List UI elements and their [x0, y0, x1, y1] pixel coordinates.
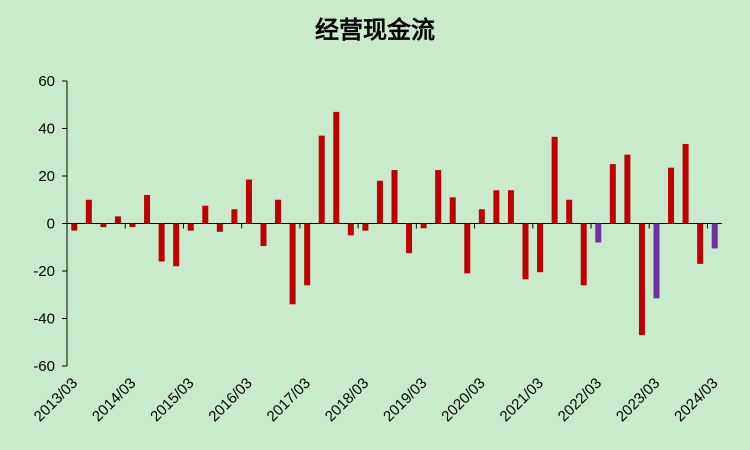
bar [580, 223, 587, 286]
y-tick-label: 40 [38, 121, 55, 138]
x-tick-label: 2014/03 [89, 375, 139, 425]
bar [275, 199, 282, 224]
x-tick-label: 2022/03 [555, 375, 605, 425]
bar [231, 209, 238, 224]
bar [435, 170, 442, 224]
bar [100, 223, 107, 228]
x-tick-label: 2024/03 [671, 375, 721, 425]
bar [624, 154, 631, 224]
bar [173, 223, 180, 267]
bar [85, 199, 92, 224]
y-tick-label: -40 [33, 311, 55, 328]
bar [333, 111, 340, 224]
bar [638, 223, 645, 336]
bar [202, 205, 209, 224]
x-tick-label: 2023/03 [613, 375, 663, 425]
x-tick-label: 2016/03 [205, 375, 255, 425]
bar [318, 135, 325, 224]
bar [682, 143, 689, 224]
bar [668, 167, 675, 224]
bar [507, 190, 514, 224]
bar [537, 223, 544, 273]
x-tick-label: 2020/03 [438, 375, 488, 425]
bar [464, 223, 471, 274]
bar [420, 223, 427, 229]
bar [566, 199, 573, 224]
y-tick-label: 60 [38, 73, 55, 90]
bar [187, 223, 194, 231]
x-tick-label: 2018/03 [322, 375, 372, 425]
bar [391, 170, 398, 224]
bar [406, 223, 413, 254]
bar [595, 223, 602, 243]
bar [260, 223, 267, 247]
bar [144, 195, 151, 224]
x-tick-label: 2019/03 [380, 375, 430, 425]
bar [129, 223, 136, 228]
bar [347, 223, 354, 236]
x-tick-label: 2021/03 [497, 375, 547, 425]
x-tick-label: 2013/03 [31, 375, 81, 425]
bar [522, 223, 529, 280]
bar [376, 180, 383, 224]
bar [711, 223, 718, 249]
bar [653, 223, 660, 299]
bar [245, 179, 252, 224]
bar [158, 223, 165, 262]
bar [609, 164, 616, 224]
y-tick-label: -60 [33, 358, 55, 375]
bar [697, 223, 704, 264]
x-tick-label: 2017/03 [264, 375, 314, 425]
bar [478, 209, 485, 224]
bar [216, 223, 223, 232]
y-tick-label: -20 [33, 263, 55, 280]
bar [71, 223, 78, 231]
y-tick-label: 0 [47, 216, 55, 233]
bar [493, 190, 500, 224]
bar [289, 223, 296, 305]
y-tick-label: 20 [38, 168, 55, 185]
bar [362, 223, 369, 231]
bar [551, 136, 558, 224]
bar [449, 197, 456, 224]
x-tick-label: 2015/03 [147, 375, 197, 425]
chart-title: 经营现金流 [315, 16, 435, 44]
bar [114, 216, 121, 224]
bar [304, 223, 311, 286]
